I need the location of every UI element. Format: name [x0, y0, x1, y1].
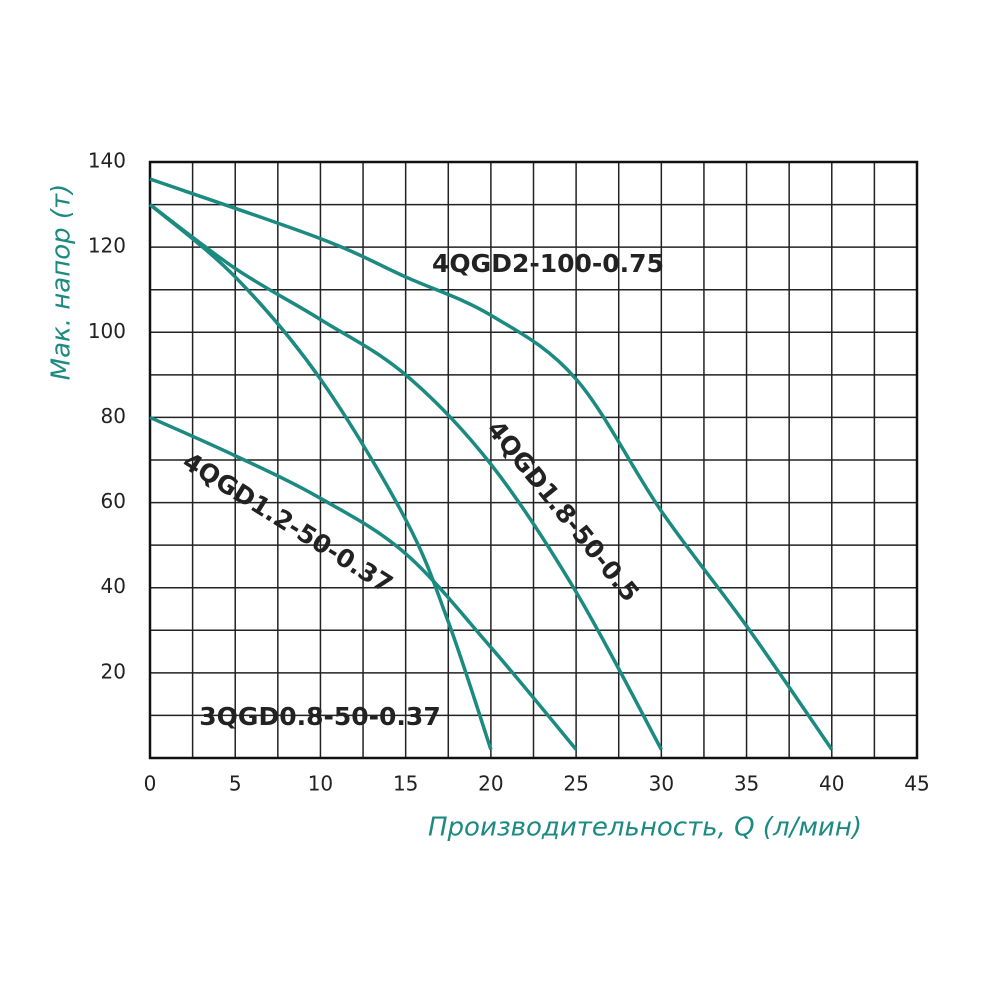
x-tick-label: 0: [144, 772, 157, 796]
plot-frame: [148, 160, 919, 760]
y-axis-title: Мак. напор (т): [47, 184, 77, 381]
x-axis-title: Производительность, Q (л/мин): [428, 813, 862, 843]
y-tick-label: 80: [101, 404, 126, 428]
y-tick-label: 120: [88, 234, 126, 258]
x-tick-label: 25: [563, 772, 588, 796]
y-tick-label: 100: [88, 319, 126, 343]
series-line: [148, 203, 493, 751]
x-tick-label: 15: [393, 772, 418, 796]
y-tick-label: 20: [101, 659, 126, 683]
x-tick-label: 45: [904, 772, 929, 796]
y-tick-label: 140: [88, 149, 126, 173]
series-line: [149, 177, 834, 751]
series-line: [148, 203, 663, 751]
series-line: [149, 415, 578, 751]
y-tick-label: 40: [101, 574, 126, 598]
x-tick-label: 10: [308, 772, 333, 796]
x-tick-label: 40: [819, 772, 844, 796]
x-tick-label: 5: [229, 772, 242, 796]
series-label: 3QGD0.8-50-0.37: [199, 702, 440, 731]
y-tick-label: 60: [101, 489, 126, 513]
x-tick-label: 30: [649, 772, 674, 796]
series-label: 4QGD2-100-0.75: [432, 249, 664, 278]
x-tick-label: 35: [734, 772, 759, 796]
x-tick-label: 20: [478, 772, 503, 796]
